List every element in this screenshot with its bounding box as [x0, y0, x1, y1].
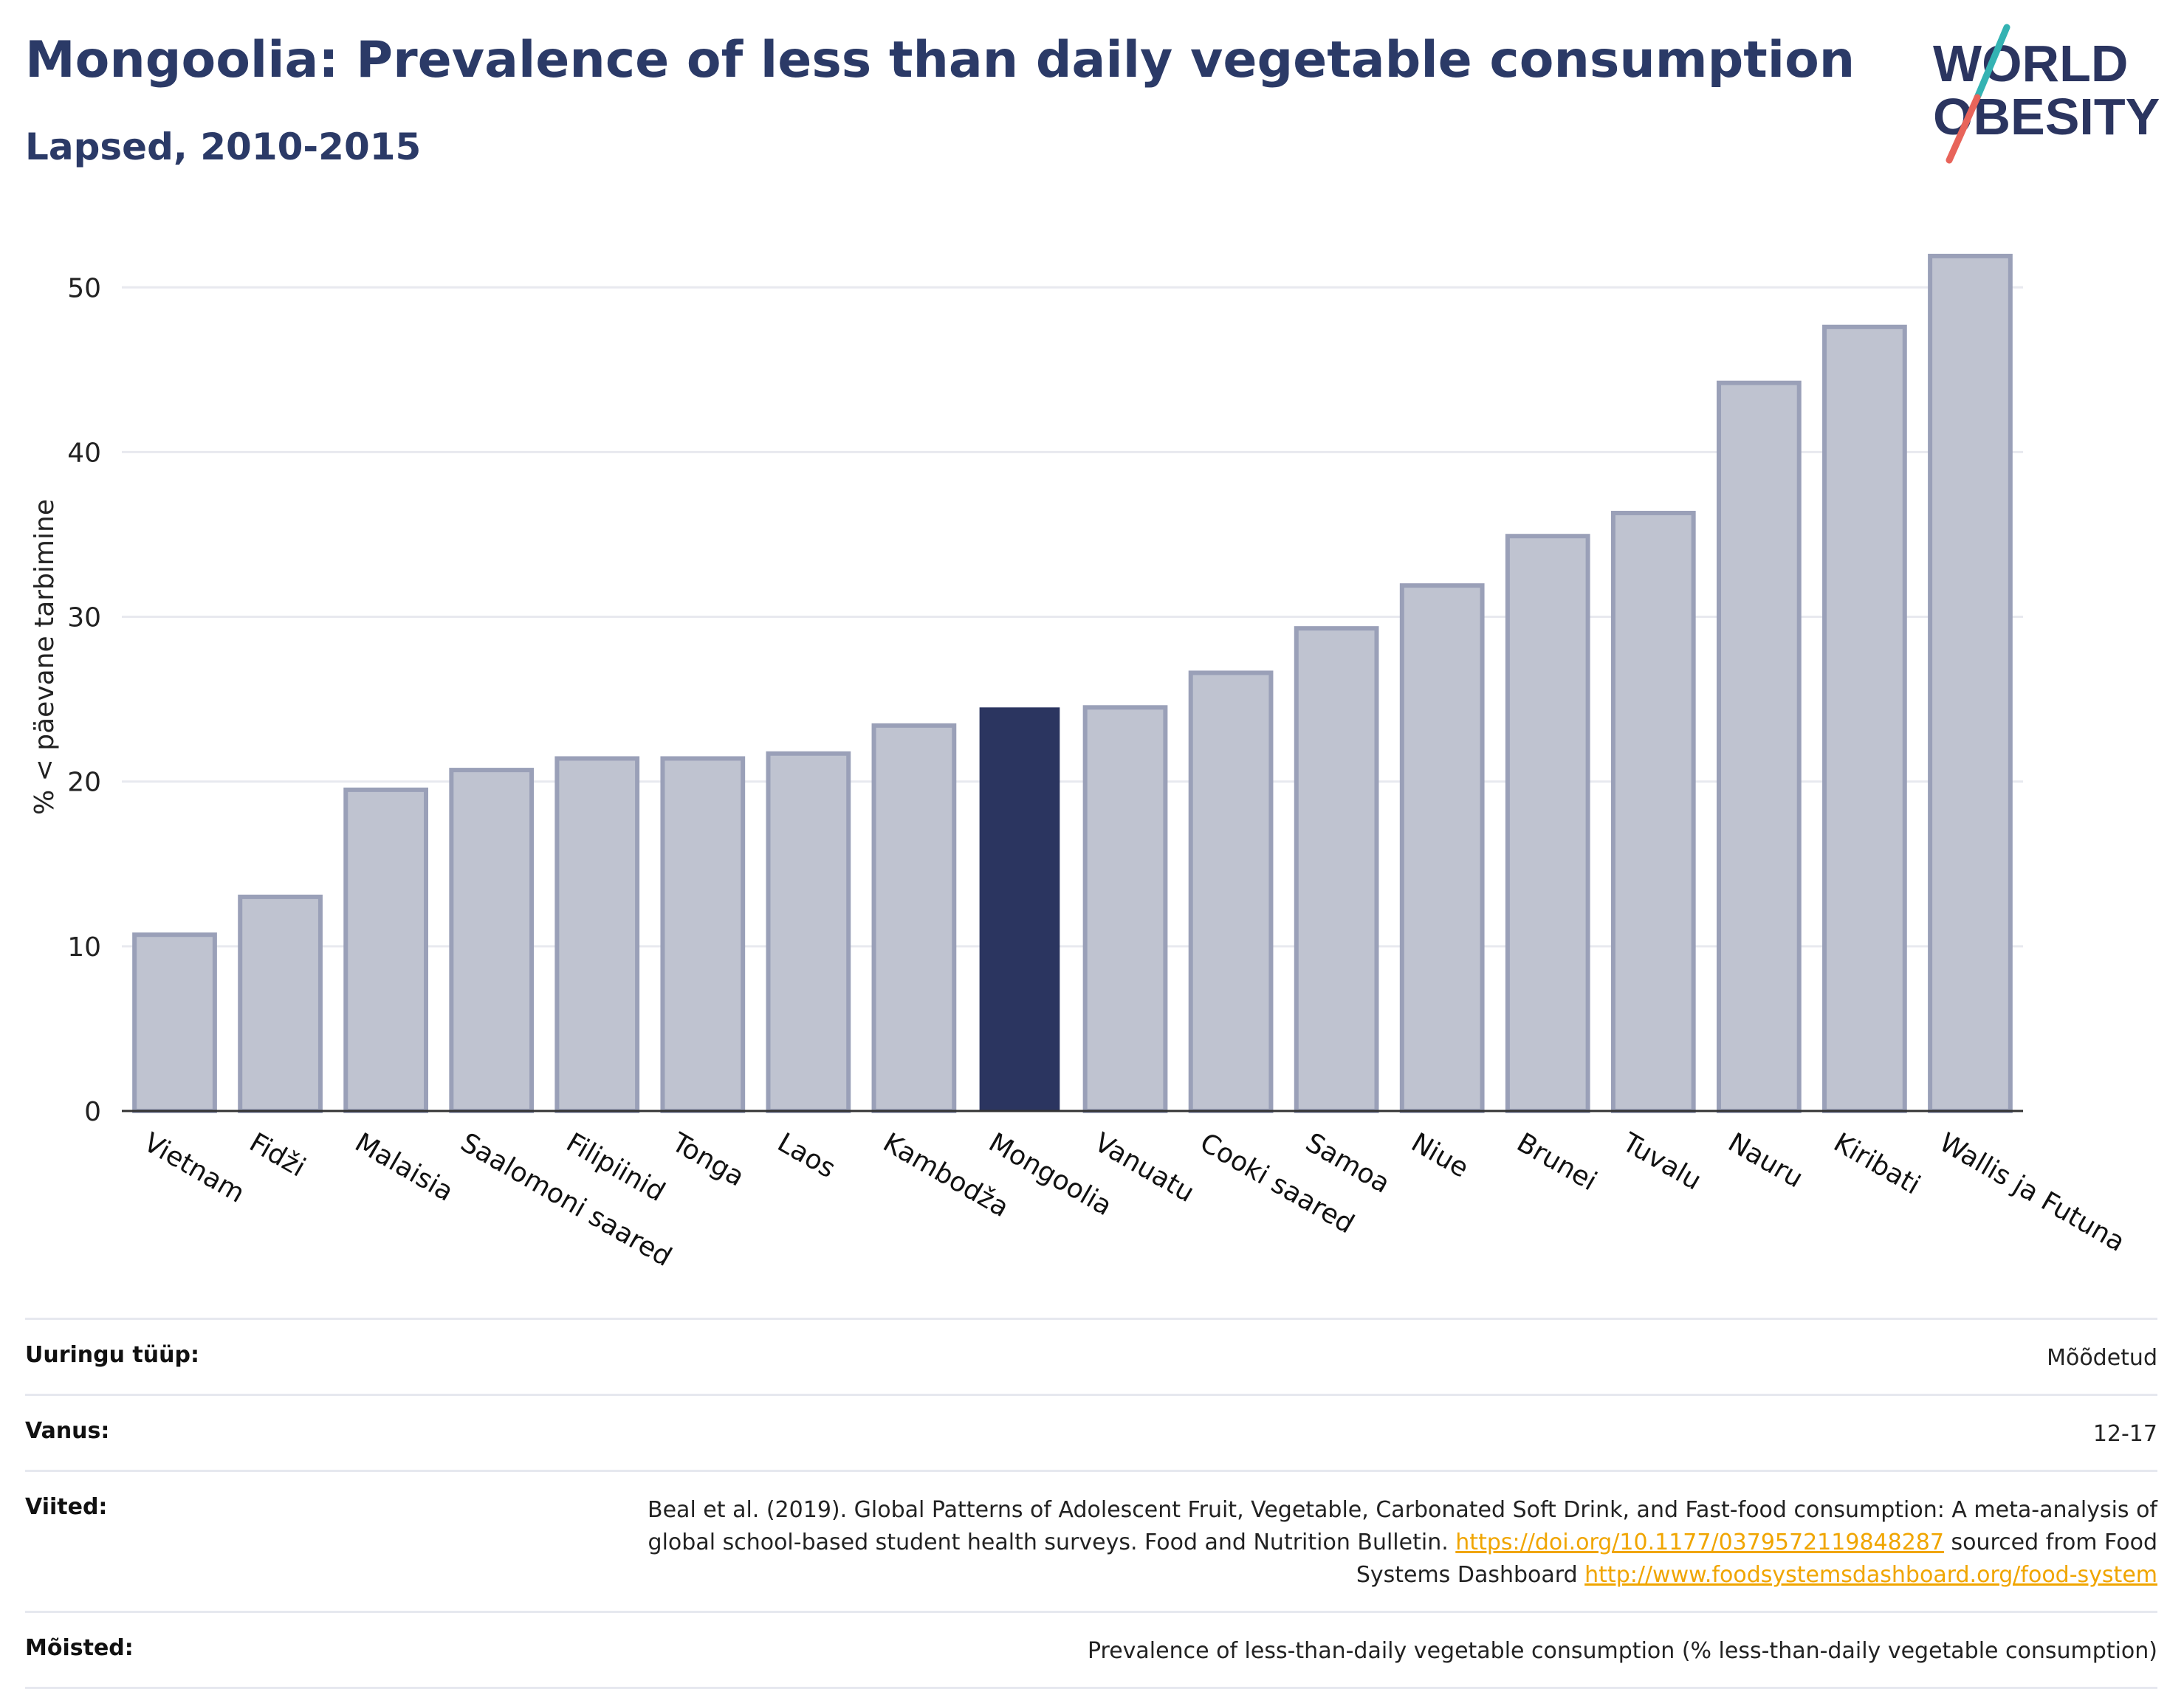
bar-samoa[interactable] — [1294, 626, 1379, 1113]
meta-value: Prevalence of less-than-daily vegetable … — [1087, 1638, 2157, 1664]
y-tick-label: 20 — [67, 768, 101, 798]
bar-kiribati[interactable] — [1822, 324, 1907, 1113]
meta-value: Beal et al. (2019). Global Patterns of A… — [592, 1494, 2157, 1592]
reference-text: Beal et al. (2019). Global Patterns of A… — [648, 1497, 2157, 1555]
meta-key: Mõisted: — [25, 1635, 134, 1661]
x-tick-label: Niue — [1406, 1127, 1473, 1183]
meta-key: Viited: — [25, 1494, 108, 1520]
chart-subtitle: Lapsed, 2010-2015 — [25, 125, 422, 168]
bar-tonga[interactable] — [660, 756, 746, 1114]
y-tick-label: 50 — [67, 273, 101, 303]
meta-key: Uuringu tüüp: — [25, 1342, 199, 1368]
meta-row: Uuringu tüüp: Mõõdetud — [25, 1318, 2157, 1394]
grid-lines — [122, 286, 2023, 948]
logo-word-world: WORLD — [1933, 35, 2128, 92]
y-axis-label: % < päevane tarbimine — [30, 499, 60, 815]
meta-row: Viited: Beal et al. (2019). Global Patter… — [25, 1470, 2157, 1611]
bar-brunei[interactable] — [1505, 534, 1590, 1113]
bar-filipiinid[interactable] — [554, 756, 640, 1114]
chart-title: Mongoolia: Prevalence of less than daily… — [25, 31, 1855, 89]
bars — [132, 253, 2013, 1114]
y-tick-label: 30 — [67, 603, 101, 633]
bar-laos[interactable] — [766, 751, 851, 1113]
bar-malaisia[interactable] — [343, 787, 428, 1113]
logo-slash-teal — [1974, 24, 2010, 101]
x-tick-label: Tuvalu — [1617, 1127, 1706, 1197]
logo-slash-coral — [1946, 94, 1981, 164]
x-tick-label: Vietnam — [139, 1127, 250, 1209]
y-tick-label: 0 — [84, 1097, 101, 1127]
x-tick-label: Tonga — [666, 1127, 749, 1193]
reference-text: sourced from Food Systems Dashboard — [1356, 1530, 2157, 1588]
meta-row: Vanus: 12-17 — [25, 1394, 2157, 1470]
meta-row: Mõisted: Prevalence of less-than-daily ve… — [25, 1611, 2157, 1689]
x-tick-label: Wallis ja Futuna — [1934, 1127, 2130, 1258]
x-tick-label: Fidži — [244, 1127, 311, 1183]
y-tick-labels: 0 10 20 30 40 50 — [67, 273, 101, 1127]
meta-key: Vanus: — [25, 1418, 110, 1444]
y-tick-label: 10 — [67, 932, 101, 963]
meta-value: Mõõdetud — [2047, 1345, 2157, 1371]
x-tick-label: Laos — [772, 1127, 840, 1184]
bar-cooki-saared[interactable] — [1188, 670, 1274, 1113]
reference-link[interactable]: http://www.foodsystemsdashboard.org/food… — [1584, 1562, 2157, 1588]
bar-mongoolia[interactable] — [979, 707, 1060, 1111]
x-tick-label: Nauru — [1723, 1127, 1808, 1194]
bar-fidži[interactable] — [238, 894, 323, 1113]
metadata-table: Uuringu tüüp: Mõõdetud Vanus: 12-17 Viited: B… — [25, 1318, 2157, 1689]
bar-wallis-ja-futuna[interactable] — [1928, 253, 2013, 1114]
bar-nauru[interactable] — [1717, 380, 1802, 1113]
bar-vanuatu[interactable] — [1082, 705, 1168, 1113]
x-tick-label: Malaisia — [350, 1127, 459, 1208]
x-tick-label: Brunei — [1511, 1127, 1601, 1197]
bar-saalomoni-saared[interactable] — [449, 768, 535, 1114]
meta-value: 12-17 — [2092, 1421, 2157, 1447]
bar-vietnam[interactable] — [132, 932, 217, 1113]
bar-niue[interactable] — [1399, 583, 1485, 1113]
bar-kambodža[interactable] — [871, 723, 957, 1113]
x-tick-label: Kiribati — [1829, 1127, 1926, 1200]
world-obesity-logo: WORLD OBESITY — [1933, 24, 2160, 164]
reference-link[interactable]: https://doi.org/10.1177/0379572119848287 — [1455, 1530, 1944, 1555]
y-tick-label: 40 — [67, 438, 101, 468]
bar-tuvalu[interactable] — [1610, 510, 1696, 1113]
